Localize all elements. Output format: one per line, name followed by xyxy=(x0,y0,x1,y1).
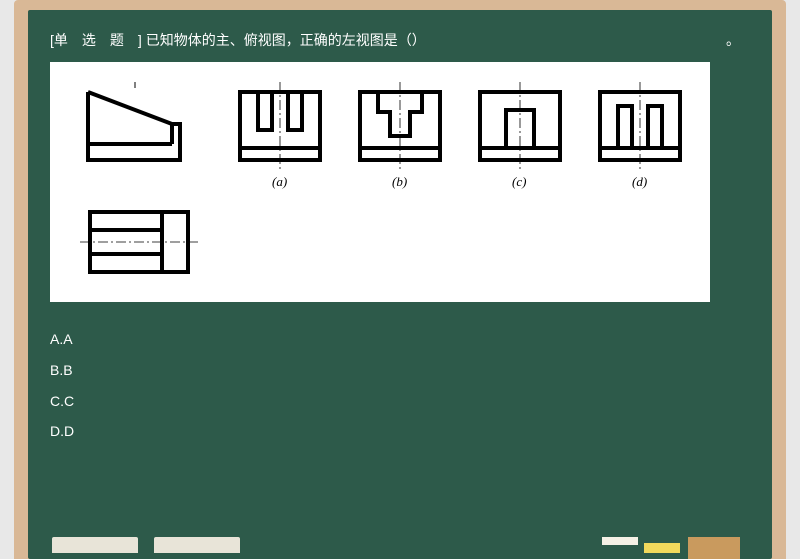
option-c-caption: (c) xyxy=(512,174,526,190)
top-view-figure xyxy=(80,202,200,282)
option-a-caption: (a) xyxy=(272,174,287,190)
eraser-icon xyxy=(688,537,740,559)
option-b-figure xyxy=(350,82,450,172)
question-period: 。 xyxy=(726,30,750,50)
option-d[interactable]: D.D xyxy=(50,416,750,447)
question-text: 已知物体的主、俯视图，正确的左视图是（） xyxy=(146,30,426,50)
option-b[interactable]: B.B xyxy=(50,355,750,386)
yellow-chalk-icon xyxy=(644,543,680,553)
option-d-caption: (d) xyxy=(632,174,647,190)
option-d-figure xyxy=(590,82,690,172)
answer-options: A.A B.B C.C D.D xyxy=(50,324,750,447)
front-view-figure xyxy=(80,82,190,172)
option-c-figure xyxy=(470,82,570,172)
chalk-tray xyxy=(602,543,680,553)
option-a-figure xyxy=(230,82,330,172)
option-c[interactable]: C.C xyxy=(50,386,750,417)
bottom-tabs xyxy=(52,537,240,553)
tab-button-1[interactable] xyxy=(52,537,138,553)
question-row: [ 单选题 ] 已知物体的主、俯视图，正确的左视图是（） 。 xyxy=(50,30,750,50)
white-chalk-icon xyxy=(602,537,638,545)
option-b-caption: (b) xyxy=(392,174,407,190)
chalkboard-container: [ 单选题 ] 已知物体的主、俯视图，正确的左视图是（） 。 xyxy=(0,0,800,559)
question-type-tag: 单选题 xyxy=(54,30,138,50)
tab-button-2[interactable] xyxy=(154,537,240,553)
figure-image-area: (a) (b) (c) xyxy=(50,62,710,302)
option-a[interactable]: A.A xyxy=(50,324,750,355)
content-area: [ 单选题 ] 已知物体的主、俯视图，正确的左视图是（） 。 xyxy=(50,30,750,447)
tag-close-bracket: ] xyxy=(138,32,142,48)
